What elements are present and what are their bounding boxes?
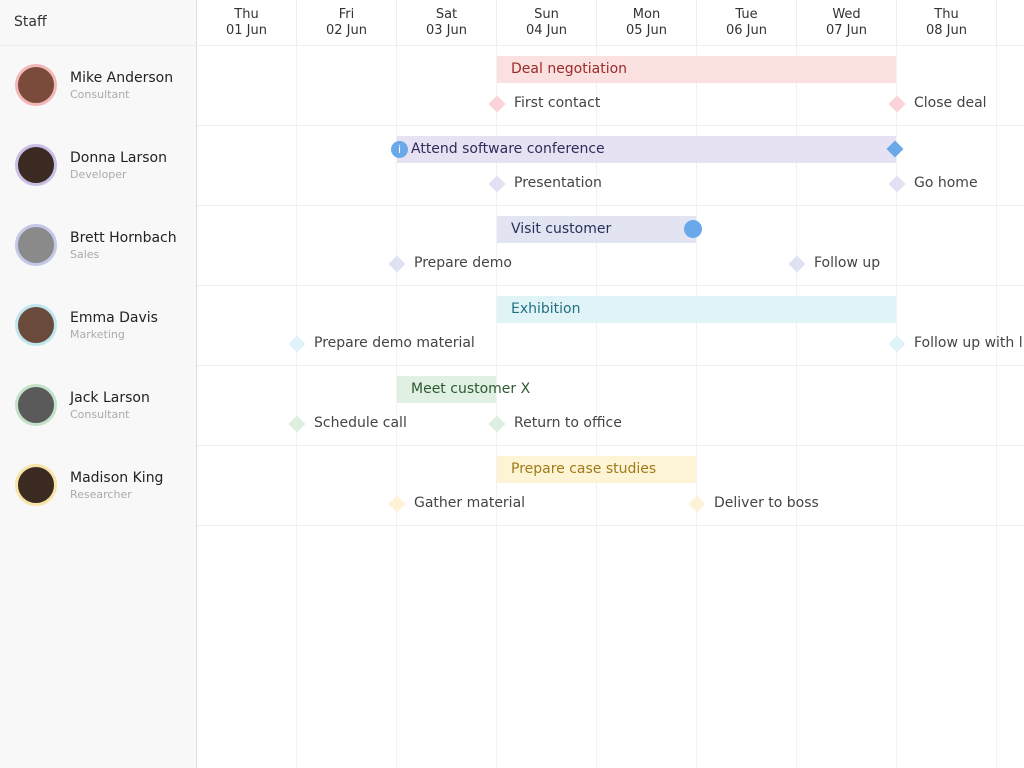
day-header: Thu 08 Jun bbox=[897, 0, 997, 45]
row-line bbox=[197, 285, 1024, 286]
end-handle bbox=[684, 220, 702, 238]
staff-role: Consultant bbox=[70, 88, 130, 101]
avatar bbox=[15, 304, 57, 346]
milestone-label: Schedule call bbox=[314, 415, 407, 431]
day-header: Sat 03 Jun bbox=[397, 0, 497, 45]
staff-role: Researcher bbox=[70, 488, 132, 501]
column-line bbox=[296, 45, 297, 768]
column-line bbox=[796, 45, 797, 768]
day-day: Wed bbox=[832, 7, 861, 22]
milestone-label: First contact bbox=[514, 95, 601, 111]
staff-name: Jack Larson bbox=[70, 390, 150, 406]
milestone-label: Presentation bbox=[514, 175, 602, 191]
milestone-marker[interactable] bbox=[288, 415, 306, 433]
milestone-label: Go home bbox=[914, 175, 978, 191]
column-line bbox=[996, 45, 997, 768]
row-line bbox=[197, 205, 1024, 206]
milestone-marker[interactable] bbox=[888, 335, 906, 353]
day-day: Thu bbox=[234, 7, 259, 22]
day-header: Mon 05 Jun bbox=[597, 0, 697, 45]
avatar bbox=[15, 384, 57, 426]
milestone-label: Close deal bbox=[914, 95, 987, 111]
milestone-marker[interactable] bbox=[888, 175, 906, 193]
header-line bbox=[0, 45, 1024, 46]
day-date: 03 Jun bbox=[426, 23, 467, 38]
staff-role: Marketing bbox=[70, 328, 125, 341]
avatar bbox=[15, 464, 57, 506]
day-header: Thu 01 Jun bbox=[197, 0, 297, 45]
milestone-label: Prepare demo material bbox=[314, 335, 475, 351]
column-line bbox=[396, 45, 397, 768]
milestone-label: Gather material bbox=[414, 495, 526, 511]
milestone-label: Follow up bbox=[814, 255, 881, 271]
day-date: 05 Jun bbox=[626, 23, 667, 38]
milestone-marker[interactable] bbox=[488, 175, 506, 193]
day-date: 01 Jun bbox=[226, 23, 267, 38]
day-day: Sat bbox=[435, 7, 458, 22]
column-line bbox=[496, 45, 497, 768]
staff-role: Consultant bbox=[70, 408, 130, 421]
column-line bbox=[696, 45, 697, 768]
row-line bbox=[197, 125, 1024, 126]
milestone-label: Prepare demo bbox=[414, 255, 512, 271]
milestone-marker[interactable] bbox=[388, 255, 406, 273]
milestone-marker[interactable] bbox=[388, 495, 406, 513]
staff-role: Sales bbox=[70, 248, 100, 261]
event-bar[interactable]: Deal negotiation bbox=[497, 56, 896, 83]
day-header bbox=[997, 0, 1024, 45]
milestone-label: Return to office bbox=[514, 415, 622, 431]
staff-name: Madison King bbox=[70, 470, 164, 486]
day-header: Wed 07 Jun bbox=[797, 0, 897, 45]
row-line bbox=[197, 445, 1024, 446]
panel-title: Staff bbox=[14, 14, 47, 30]
day-date: 08 Jun bbox=[926, 23, 967, 38]
milestone-label: Follow up with l bbox=[914, 335, 1023, 351]
day-day: Mon bbox=[632, 7, 661, 22]
row-line bbox=[197, 365, 1024, 366]
day-header: Sun 04 Jun bbox=[497, 0, 597, 45]
milestone-marker[interactable] bbox=[488, 95, 506, 113]
row-line bbox=[197, 525, 1024, 526]
day-day: Thu bbox=[934, 7, 959, 22]
day-day: Tue bbox=[735, 7, 758, 22]
staff-name: Donna Larson bbox=[70, 150, 167, 166]
milestone-marker[interactable] bbox=[488, 415, 506, 433]
day-day: Sun bbox=[534, 7, 559, 22]
day-date: 06 Jun bbox=[726, 23, 767, 38]
column-line bbox=[896, 45, 897, 768]
avatar bbox=[15, 64, 57, 106]
event-bar[interactable]: Prepare case studies bbox=[497, 456, 696, 483]
milestone-marker[interactable] bbox=[288, 335, 306, 353]
day-header: Tue 06 Jun bbox=[697, 0, 797, 45]
day-date: 02 Jun bbox=[326, 23, 367, 38]
day-date: 07 Jun bbox=[826, 23, 867, 38]
staff-name: Emma Davis bbox=[70, 310, 158, 326]
milestone-label: Deliver to boss bbox=[714, 495, 819, 511]
info-icon: i bbox=[391, 141, 408, 158]
day-date: 04 Jun bbox=[526, 23, 567, 38]
day-header: Fri 02 Jun bbox=[297, 0, 397, 45]
milestone-marker[interactable] bbox=[888, 95, 906, 113]
event-bar[interactable]: Exhibition bbox=[497, 296, 896, 323]
column-line bbox=[596, 45, 597, 768]
staff-role: Developer bbox=[70, 168, 127, 181]
event-bar[interactable]: Meet customer X bbox=[397, 376, 530, 403]
day-day: Fri bbox=[338, 7, 355, 22]
milestone-marker[interactable] bbox=[688, 495, 706, 513]
milestone-marker[interactable] bbox=[788, 255, 806, 273]
staff-name: Brett Hornbach bbox=[70, 230, 177, 246]
avatar bbox=[15, 224, 57, 266]
event-bar[interactable]: Visit customer bbox=[497, 216, 696, 243]
staff-name: Mike Anderson bbox=[70, 70, 174, 86]
event-bar[interactable]: Attend software conference bbox=[397, 136, 896, 163]
avatar bbox=[15, 144, 57, 186]
